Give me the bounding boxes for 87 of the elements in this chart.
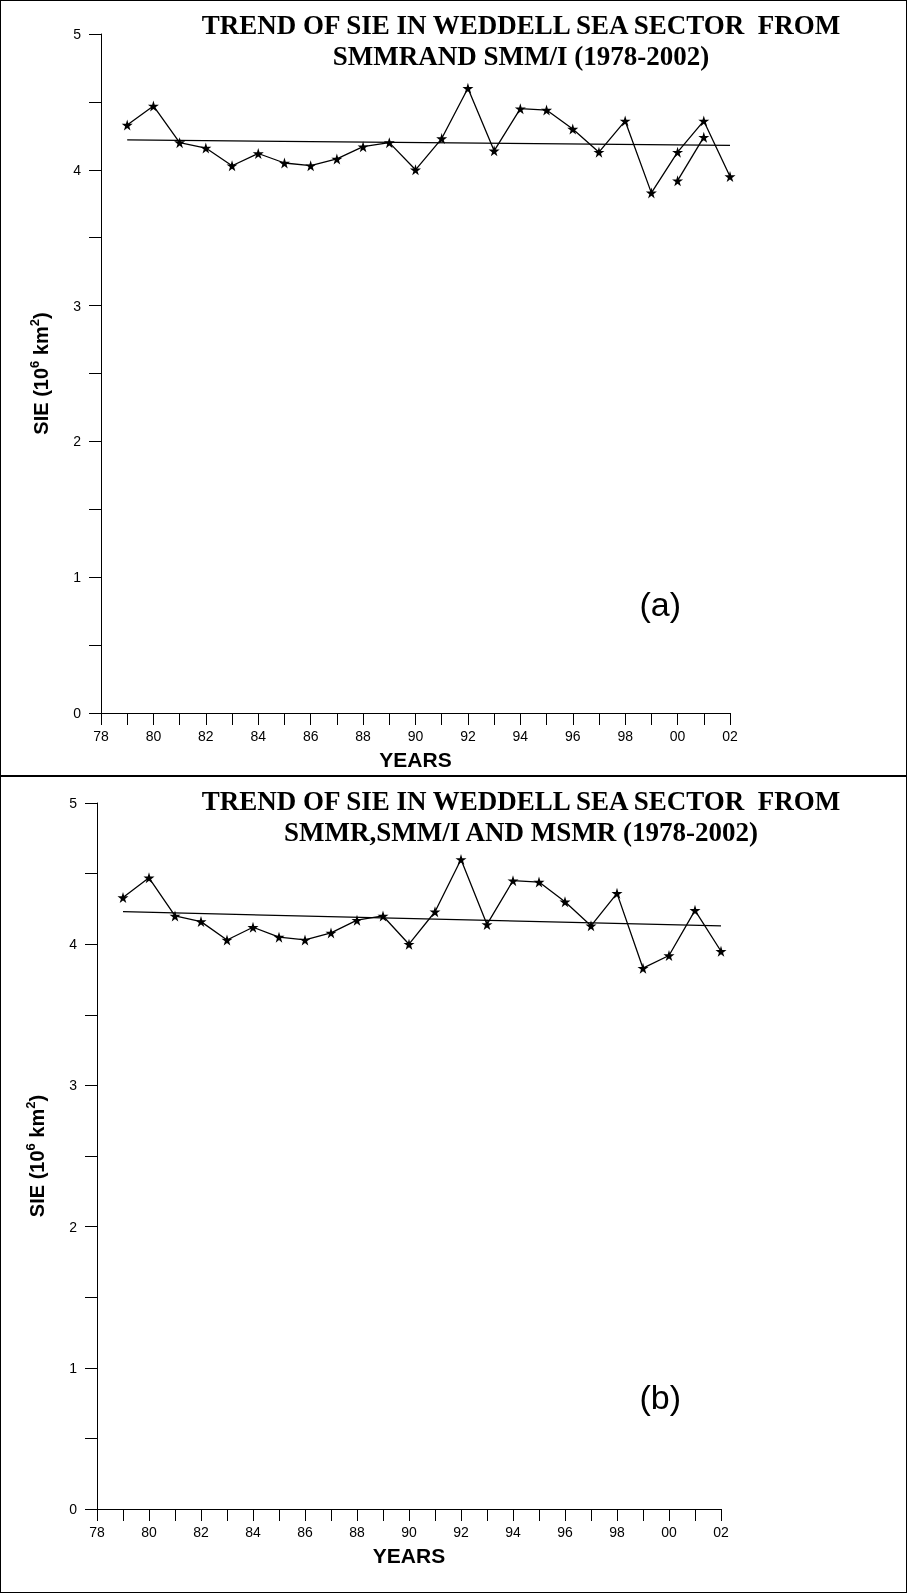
x-tick-label: 86 [297, 1524, 313, 1540]
point [462, 82, 474, 94]
point [455, 853, 467, 865]
point [383, 137, 395, 149]
x-tick-label: 78 [89, 1524, 105, 1540]
x-tick-label: 88 [355, 728, 372, 744]
x-tick-label: 92 [460, 728, 476, 744]
y-tick-label: 4 [73, 161, 82, 178]
x-tick-label: 00 [669, 728, 686, 744]
point [715, 945, 727, 957]
point [481, 918, 493, 930]
point [403, 938, 415, 950]
point [645, 187, 657, 199]
x-tick-label: 86 [302, 728, 319, 744]
point [611, 887, 623, 899]
x-tick-label: 92 [453, 1524, 469, 1540]
point [200, 142, 212, 154]
point [672, 146, 684, 158]
x-tick-label: 98 [617, 728, 634, 744]
point [436, 133, 448, 145]
y-tick-label: 0 [73, 705, 82, 721]
point [593, 146, 605, 158]
x-tick-label: 94 [505, 1524, 521, 1540]
point [174, 137, 186, 149]
x-tick-label: 88 [349, 1524, 365, 1540]
point [429, 906, 441, 918]
point [533, 876, 545, 888]
y-tick-label: 2 [69, 1218, 78, 1235]
chart-title: TREND OF SIE IN WEDDELL SEA SECTOR FROM SMMRAND SMM/I (1978-2002) [201, 9, 841, 71]
chart-title: TREND OF SIE IN WEDDELL SEA SECTOR FROM SMMR,SMM/I AND MSMR (1978-2002) [201, 785, 841, 847]
y-axis-title: SIE (106 km2) [27, 312, 52, 435]
x-tick-label: 80 [141, 1524, 157, 1540]
y-tick-label: 0 [69, 1501, 78, 1517]
x-tick-label: 00 [661, 1524, 677, 1540]
point [488, 145, 500, 157]
y-tick-label: 4 [69, 936, 78, 953]
x-tick-label: 84 [245, 1524, 261, 1540]
x-tick-label: 82 [198, 728, 214, 744]
x-axis-title: YEARS [372, 1544, 446, 1567]
x-tick-label: 80 [145, 728, 162, 744]
x-tick-label: 84 [250, 728, 267, 744]
point [331, 153, 343, 165]
x-tick-label: 02 [722, 728, 738, 744]
x-tick-label: 96 [564, 728, 581, 744]
point [567, 123, 579, 135]
y-tick-label: 1 [69, 1359, 78, 1376]
point [507, 875, 519, 887]
point [121, 119, 133, 131]
x-tick-label: 90 [401, 1524, 417, 1540]
y-tick-label: 3 [69, 1077, 78, 1094]
point [689, 904, 701, 916]
point [278, 157, 290, 169]
x-tick-label: 96 [557, 1524, 573, 1540]
point [698, 115, 710, 127]
x-tick-label: 78 [93, 728, 109, 744]
x-tick-label: 98 [609, 1524, 625, 1540]
annotation: (a) [639, 585, 682, 623]
x-tick-label: 90 [407, 728, 424, 744]
point [541, 104, 553, 116]
y-tick-label: 2 [73, 433, 82, 450]
x-tick-label: 02 [713, 1524, 729, 1540]
point [637, 962, 649, 974]
point [226, 160, 238, 172]
point [698, 131, 710, 143]
point [672, 175, 684, 187]
point [663, 950, 675, 961]
point [195, 916, 207, 928]
x-tick-label: 94 [512, 728, 529, 744]
point [247, 921, 259, 933]
point [619, 115, 631, 127]
y-tick-label: 3 [73, 297, 82, 314]
point [147, 100, 159, 112]
y-tick-label: 5 [73, 26, 82, 42]
y-tick-label: 1 [73, 569, 82, 586]
point [117, 892, 129, 904]
annotation: (b) [639, 1378, 682, 1416]
point [273, 931, 285, 943]
y-axis-title: SIE (106 km2) [23, 1094, 48, 1218]
point [724, 171, 736, 183]
point [514, 103, 526, 115]
point [252, 148, 264, 159]
x-axis-title: YEARS [379, 748, 452, 771]
point [305, 160, 317, 172]
point [357, 141, 369, 153]
x-tick-label: 82 [193, 1524, 209, 1540]
point [410, 164, 421, 176]
y-tick-label: 5 [69, 795, 78, 811]
